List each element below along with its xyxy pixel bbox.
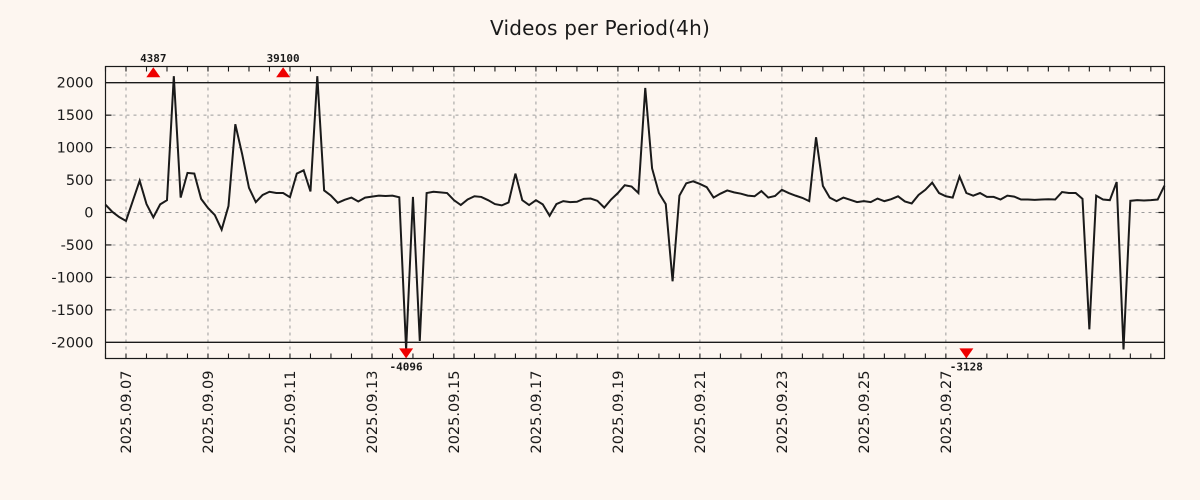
peak-marker-down-icon	[959, 348, 974, 359]
x-axis-tick-label: 2025.09.25	[857, 371, 873, 454]
y-axis-tick-label: -500	[61, 238, 94, 254]
x-axis-tick-label: 2025.09.23	[775, 371, 791, 454]
x-axis-tick-label: 2025.09.17	[529, 371, 545, 454]
y-axis-tick-label: 0	[84, 206, 93, 222]
y-axis-tick-label: 1000	[57, 141, 94, 157]
peak-annotations: 4387 39100 -4096 -3128	[140, 52, 983, 373]
chart-title: Videos per Period(4h)	[490, 16, 710, 40]
limit-lines	[105, 82, 1165, 343]
x-axis-tick-label: 2025.09.11	[283, 371, 299, 454]
peak-annotation-label: -3128	[950, 360, 983, 373]
x-axis-tick-label: 2025.09.09	[201, 371, 217, 454]
x-axis-tick-label: 2025.09.07	[119, 371, 135, 454]
x-axis-tick-label: 2025.09.21	[693, 371, 709, 454]
plot-frame	[104, 65, 1166, 360]
peak-annotation-label: 39100	[267, 52, 300, 65]
x-axis-tick-labels: 2025.09.07 2025.09.09 2025.09.11 2025.09.13…	[119, 371, 955, 454]
y-axis-tick-label: -2000	[51, 335, 93, 351]
y-axis-tick-label: -1500	[51, 303, 93, 319]
y-axis-tick-labels: 2000 1500 1000 500 0 -500 -1000 -1500 -2000	[51, 76, 93, 352]
gridlines	[105, 66, 1165, 359]
tick-marks	[104, 66, 1165, 359]
y-axis-tick-label: -1000	[51, 270, 93, 286]
x-axis-tick-label: 2025.09.13	[365, 371, 381, 454]
peak-marker-down-icon	[399, 348, 414, 359]
y-axis-tick-label: 2000	[57, 76, 94, 92]
x-axis-tick-label: 2025.09.19	[611, 371, 627, 454]
y-axis-tick-label: 1500	[57, 108, 94, 124]
peak-marker-up-icon	[146, 67, 161, 78]
peak-annotation-label: 4387	[140, 52, 167, 65]
peak-marker-up-icon	[276, 67, 291, 78]
x-axis-tick-label: 2025.09.15	[447, 371, 463, 454]
data-series-line	[104, 76, 1166, 350]
y-axis-tick-label: 500	[66, 173, 94, 189]
peak-annotation-label: -4096	[390, 360, 423, 373]
x-axis-tick-label: 2025.09.27	[939, 371, 955, 454]
